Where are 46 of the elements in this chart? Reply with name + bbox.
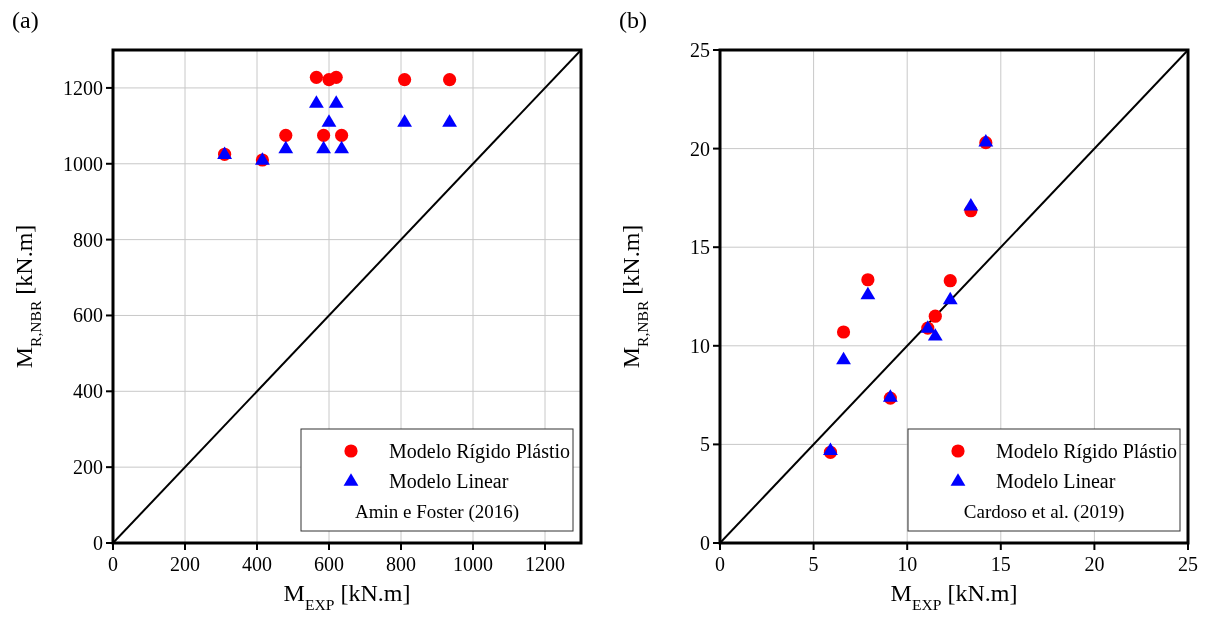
x-tick-label: 800 <box>386 553 416 575</box>
y-tick-label: 200 <box>73 456 103 479</box>
x-axis-title: M$_{EXP}$ [kN.m] <box>283 580 411 613</box>
x-tick-label: 20 <box>1084 553 1105 575</box>
y-tick-label: 5 <box>700 433 710 456</box>
x-tick-label: 10 <box>897 553 918 575</box>
y-tick-label: 0 <box>700 532 710 554</box>
chart-title: (b) <box>619 7 647 33</box>
legend-label: Modelo Linear <box>996 470 1116 492</box>
point <box>943 274 957 288</box>
y-tick-label: 15 <box>690 236 710 259</box>
y-tick-label: 20 <box>690 137 710 160</box>
x-tick-label: 1200 <box>525 553 565 575</box>
y-tick-label: 600 <box>73 304 103 327</box>
point <box>861 273 875 287</box>
point <box>836 351 851 365</box>
legend-title: Amin e Foster (2016) <box>354 501 520 523</box>
legend-label: Modelo Rígido Plástio <box>389 440 571 463</box>
point <box>836 325 851 339</box>
x-tick-label: 1000 <box>453 553 493 575</box>
x-tick-label: 0 <box>108 553 118 575</box>
chart-title: (a) <box>12 7 39 33</box>
legend-title: Cardoso et al. (2019) <box>963 501 1125 523</box>
y-tick-label: 1000 <box>63 152 103 175</box>
x-axis-title: M$_{EXP}$ [kN.m] <box>890 580 1018 613</box>
y-tick-label: 25 <box>690 39 710 61</box>
x-tick-label: 15 <box>990 553 1011 575</box>
point <box>942 291 958 305</box>
point <box>860 286 876 300</box>
point <box>823 442 838 455</box>
point <box>928 309 942 323</box>
y-tick-label: 800 <box>73 228 103 251</box>
legend-label: Modelo Linear <box>389 470 509 492</box>
point <box>963 197 979 211</box>
x-tick-label: 5 <box>808 553 819 575</box>
x-tick-label: 200 <box>170 553 200 575</box>
y-tick-label: 1200 <box>63 76 103 99</box>
y-tick-label: 10 <box>690 334 710 357</box>
y-tick-label: 0 <box>93 532 103 554</box>
y-tick-label: 400 <box>73 380 103 403</box>
x-tick-label: 600 <box>314 553 344 575</box>
point <box>927 328 943 341</box>
x-tick-label: 400 <box>242 553 272 575</box>
x-tick-label: 0 <box>715 553 725 575</box>
x-tick-label: 25 <box>1178 553 1198 575</box>
legend-label: Modelo Rígido Plástio <box>996 440 1178 463</box>
